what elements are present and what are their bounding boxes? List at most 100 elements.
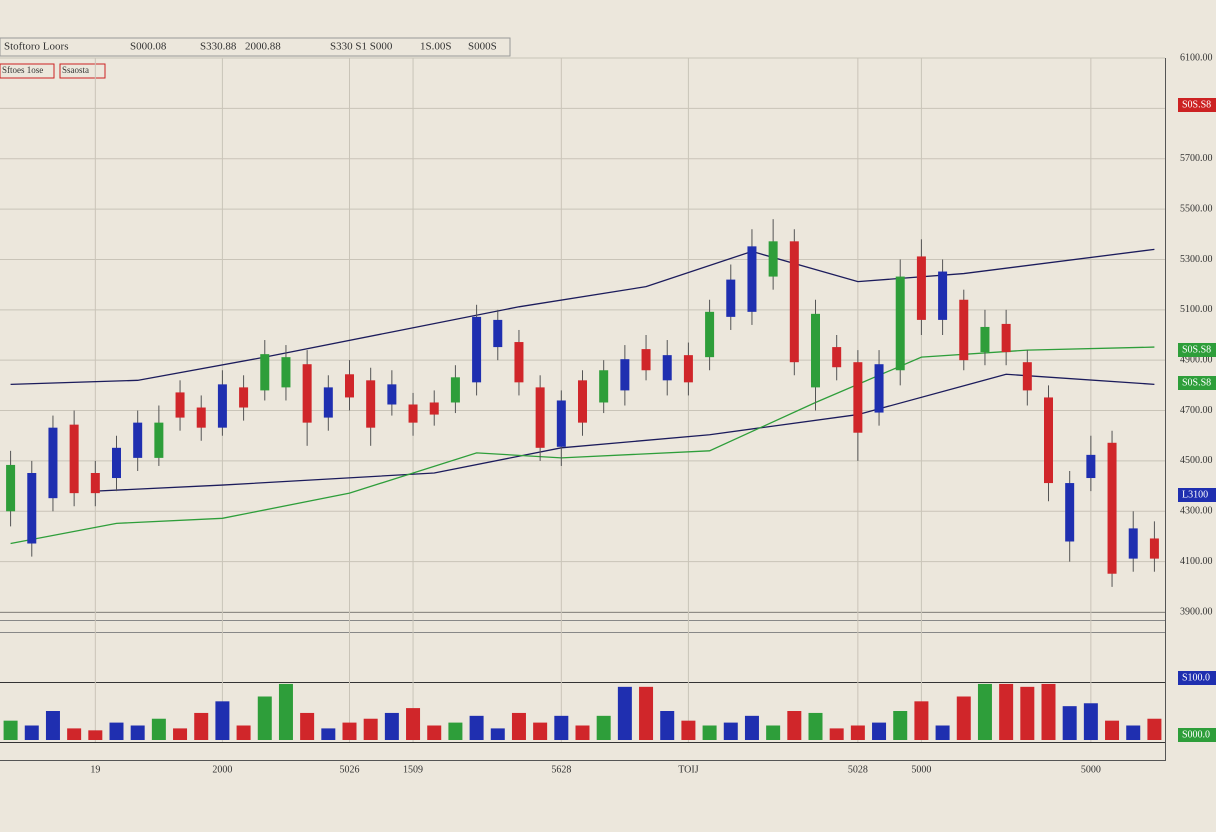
volume-bar: [130, 725, 145, 740]
y-tick-label: 4500.00: [1180, 455, 1213, 466]
volume-bar: [872, 722, 887, 740]
candle-body: [154, 422, 164, 458]
candle-body: [768, 241, 778, 277]
candle-body: [747, 246, 757, 312]
candle-body: [959, 299, 969, 361]
volume-bar: [533, 722, 548, 740]
panel-border: [0, 682, 1165, 683]
header-quote: 1S.00S: [420, 41, 452, 53]
volume-bar: [469, 715, 484, 740]
x-tick-label: TOIJ: [678, 764, 698, 775]
candle-body: [895, 276, 905, 371]
volume-bar: [300, 712, 315, 740]
volume-bar: [236, 725, 251, 740]
price-tag-box: [1178, 671, 1216, 685]
candle-body: [726, 279, 736, 317]
candle-body: [938, 271, 948, 320]
volume-bar: [1083, 703, 1098, 740]
volume-bar: [575, 725, 590, 740]
x-tick-label: 5628: [551, 764, 571, 775]
candle-body: [472, 316, 482, 383]
candle-body: [493, 319, 503, 348]
x-tick-label: 19: [90, 764, 100, 775]
y-tick-label: 5300.00: [1180, 254, 1213, 265]
candle-body: [1044, 397, 1053, 484]
price-tag: L3100: [1182, 489, 1208, 500]
volume-bar: [67, 728, 82, 740]
volume-bar: [406, 708, 421, 740]
volume-bar: [914, 701, 929, 740]
x-tick-label: 5026: [340, 764, 360, 775]
price-tag: S0S.S8: [1182, 99, 1211, 110]
y-tick-label: 4100.00: [1180, 556, 1213, 567]
volume-bar: [956, 696, 971, 740]
badge-box: [59, 63, 106, 79]
badge: Sftoes 1ose: [2, 65, 43, 75]
candle-body: [789, 241, 799, 363]
volume-bar: [384, 712, 399, 740]
candle-body: [1065, 483, 1075, 542]
header-box: [0, 37, 511, 57]
volume-bar: [660, 711, 675, 740]
volume-bar: [363, 718, 378, 740]
volume-bar: [448, 722, 463, 740]
volume-bar: [173, 728, 188, 740]
volume-bar: [935, 725, 950, 740]
panel-border: [0, 742, 1165, 743]
y-tick-label: 6100.00: [1180, 52, 1213, 63]
price-tag-box: [1178, 488, 1216, 502]
candle-body: [1001, 323, 1011, 353]
x-tick-label: 5000: [1081, 764, 1101, 775]
volume-bar: [257, 696, 272, 740]
price-tag: S100.0: [1182, 672, 1210, 683]
volume-bar: [215, 701, 230, 740]
candle-body: [514, 342, 524, 383]
candle-body: [27, 472, 37, 544]
volume-bar: [1126, 725, 1141, 740]
header-quote: S330.88: [200, 41, 237, 53]
candle-body: [69, 424, 79, 494]
candle-body: [408, 404, 418, 423]
candle-body: [90, 472, 100, 494]
price-tag: S000.0: [1182, 729, 1210, 740]
volume-bar: [24, 725, 39, 740]
volume-bar: [829, 728, 844, 740]
x-tick-label: 2000: [212, 764, 232, 775]
candle-body: [599, 370, 609, 403]
badge-box: [0, 63, 55, 79]
y-tick-label: 3900.00: [1180, 606, 1213, 617]
candle-body: [641, 349, 651, 371]
candle-body: [281, 357, 291, 388]
candle-body: [6, 464, 16, 512]
panel-border: [0, 632, 1165, 633]
header-quote: S000S: [468, 41, 497, 53]
candle-body: [260, 354, 270, 391]
candle-body: [853, 362, 863, 433]
volume-bar: [427, 725, 442, 740]
volume-bar: [808, 712, 823, 740]
price-tag-box: [1178, 728, 1216, 742]
volume-bar: [278, 683, 293, 740]
chart-title: Stoftoro Loors: [4, 41, 68, 53]
volume-bar: [893, 711, 908, 740]
volume-bar: [681, 720, 696, 740]
volume-bar: [639, 686, 654, 740]
candle-body: [112, 447, 121, 479]
volume-bar: [744, 715, 759, 740]
candle-body: [366, 380, 376, 428]
candle-body: [1128, 528, 1138, 559]
volume-bar: [1062, 706, 1077, 740]
volume-bar: [723, 722, 738, 740]
volume-bar: [554, 715, 569, 740]
volume-bar: [1147, 718, 1162, 740]
candle-body: [175, 392, 185, 418]
volume-bar: [787, 711, 802, 740]
axis-line: [1165, 58, 1166, 761]
candle-body: [556, 400, 566, 447]
panel-border: [0, 620, 1165, 621]
x-tick-label: 5028: [848, 764, 868, 775]
volume-bar: [596, 715, 611, 740]
candle-body: [980, 326, 990, 353]
price-tag-box: [1178, 343, 1216, 357]
